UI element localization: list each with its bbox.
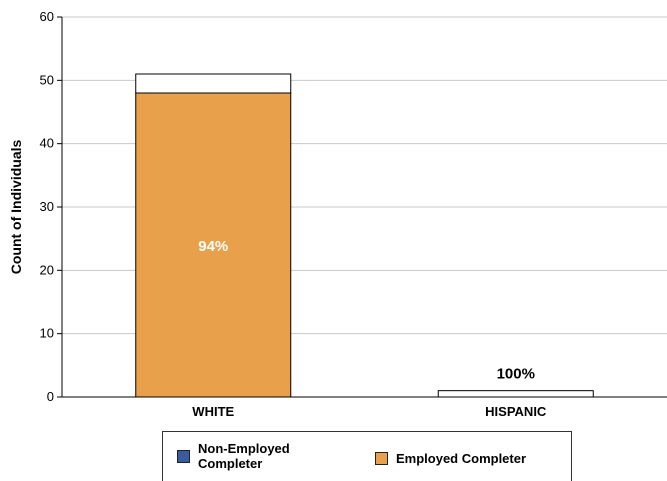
y-tick-label: 40 <box>40 136 54 151</box>
bar-segment <box>437 390 594 398</box>
bar-chart: 0 10 20 30 40 50 60 Count of Individuals 94% WHIT… <box>8 9 667 419</box>
legend-item-non-employed: Non-Employed Completer <box>177 441 328 471</box>
y-tick-label: 50 <box>40 72 54 87</box>
data-label: 100% <box>497 366 535 383</box>
legend-label-employed: Employed Completer <box>396 451 527 466</box>
bar-segment <box>135 92 292 398</box>
legend-item-employed: Employed Completer <box>375 451 526 466</box>
legend-swatch-non-employed <box>177 449 190 463</box>
y-tick-label: 20 <box>40 262 54 277</box>
legend-swatch-employed <box>375 452 388 465</box>
y-tick-label: 60 <box>40 9 54 24</box>
y-tick-label: 30 <box>40 199 54 214</box>
y-tick-label: 0 <box>47 389 54 404</box>
y-axis-label: Count of Individuals <box>8 140 24 275</box>
legend: Non-Employed Completer Employed Complete… <box>162 431 572 481</box>
y-tick-label: 10 <box>40 326 54 341</box>
data-label: 94% <box>198 238 228 255</box>
bar-segment <box>135 73 292 94</box>
legend-label-non-employed: Non-Employed Completer <box>198 441 290 471</box>
category-label: WHITE <box>192 404 234 419</box>
category-label: HISPANIC <box>485 404 547 419</box>
